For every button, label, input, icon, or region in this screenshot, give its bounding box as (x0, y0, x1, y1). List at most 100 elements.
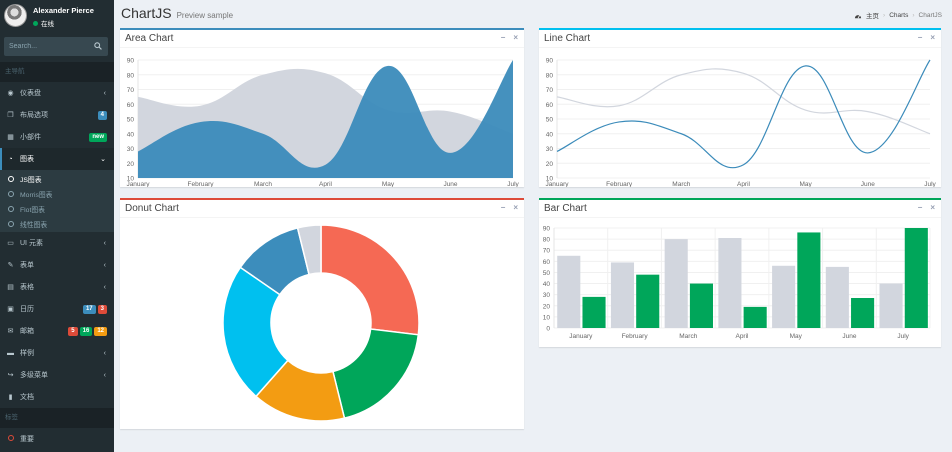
y-tick-label: 50 (543, 270, 551, 277)
sidebar-item-mailbox[interactable]: ✉ 邮箱 5 16 12 (0, 320, 114, 342)
pie-chart-icon: ◔ (8, 155, 13, 163)
x-tick-label: July (897, 333, 909, 340)
collapse-icon[interactable]: − (917, 203, 923, 212)
sidebar-item-dashboard[interactable]: ◉ 仪表盘 ‹ (0, 82, 114, 104)
y-tick-label: 90 (543, 226, 551, 233)
box-header: Area Chart − × (120, 30, 524, 48)
donut-slice (222, 266, 289, 398)
donut-slice (332, 328, 420, 420)
donut-slice (320, 224, 420, 336)
submenu-label: Flot图表 (20, 206, 45, 214)
grid-icon: ▦ (7, 134, 14, 141)
y-tick-label: 70 (127, 87, 135, 94)
sidebar-item-label: 仪表盘 (20, 90, 41, 97)
sidebar-item-examples[interactable]: ▬ 样例 ‹ (0, 342, 114, 364)
user-status-label: 在线 (41, 21, 54, 28)
submenu-item-morris[interactable]: Morris图表 (0, 186, 114, 201)
collapse-icon[interactable]: − (917, 33, 923, 42)
submenu-item-js-charts[interactable]: JS图表 (0, 171, 114, 186)
box-title: Bar Chart (544, 203, 587, 214)
dashboard-icon: ◉ (7, 90, 14, 97)
sidebar-item-docs[interactable]: ▮ 文档 (0, 386, 114, 408)
y-tick-label: 90 (546, 58, 554, 65)
submenu-item-inline[interactable]: 线性图表 (0, 216, 114, 231)
online-status-icon (33, 20, 38, 26)
bar (904, 228, 928, 328)
layout-count-badge: 4 (97, 110, 107, 120)
y-tick-label: 40 (546, 131, 554, 138)
mailbox-badge-yellow: 12 (94, 326, 107, 336)
y-tick-label: 50 (127, 117, 135, 124)
search-input[interactable] (4, 37, 88, 56)
nav-header-labels: 标签 (0, 408, 114, 428)
bar (797, 232, 821, 328)
box-title: Line Chart (544, 33, 591, 44)
page-title: ChartJS Preview sample (121, 5, 233, 21)
x-tick-label: April (737, 181, 751, 187)
chevron-left-icon: ‹ (103, 239, 106, 247)
x-tick-label: June (842, 333, 856, 340)
sidebar-item-layout[interactable]: ❐ 布局选项 4 (0, 104, 114, 126)
sidebar-item-label: 样例 (20, 350, 34, 357)
share-icon: ↪ (7, 372, 14, 379)
bar-chart: 0 10 20 30 40 50 60 70 80 90 January February March A… (543, 226, 931, 340)
circle-icon (8, 190, 14, 197)
sidebar-item-calendar[interactable]: ▣ 日历 17 3 (0, 298, 114, 320)
circle-icon (6, 435, 15, 443)
y-tick-label: 40 (127, 131, 135, 138)
sidebar-item-label: 小部件 (20, 134, 41, 141)
sidebar-item-label: 文档 (20, 394, 34, 401)
avatar[interactable] (4, 4, 27, 27)
donut-chart-box: Donut Chart − × (120, 198, 524, 429)
area-chart: 10 20 30 40 50 60 70 80 90 January February March Ap… (126, 58, 519, 189)
bar (664, 239, 688, 328)
breadcrumb: 主页 › Charts › ChartJS (854, 10, 942, 20)
x-tick-label: February (606, 181, 633, 187)
close-icon[interactable]: × (930, 33, 935, 42)
collapse-icon[interactable]: − (500, 203, 506, 212)
circle-icon (8, 220, 14, 227)
bar (772, 265, 796, 328)
y-tick-label: 50 (546, 117, 554, 124)
page-title-text: ChartJS (121, 5, 172, 21)
line-chart: 10 20 30 40 50 60 70 80 90 January February March Ap… (545, 58, 936, 189)
close-icon[interactable]: × (513, 203, 518, 212)
line-chart-box: Line Chart − × 10 20 30 40 50 60 70 80 90 January… (539, 28, 941, 189)
breadcrumb-current: ChartJS (918, 11, 942, 19)
y-tick-label: 60 (127, 102, 135, 109)
breadcrumb-charts[interactable]: Charts (889, 11, 909, 19)
close-icon[interactable]: × (513, 33, 518, 42)
y-tick-label: 80 (546, 72, 554, 79)
y-tick-label: 80 (127, 72, 135, 79)
x-tick-label: May (790, 333, 803, 340)
x-tick-label: January (569, 333, 593, 340)
sidebar-item-forms[interactable]: ✎ 表单 ‹ (0, 254, 114, 276)
sidebar-item-important[interactable]: 重要 (0, 428, 114, 450)
sidebar-item-widgets[interactable]: ▦ 小部件 new (0, 126, 114, 148)
submenu-item-flot[interactable]: Flot图表 (0, 201, 114, 216)
user-status: 在线 (33, 18, 54, 28)
x-tick-label: March (672, 181, 690, 187)
sidebar-item-multilevel[interactable]: ↪ 多级菜单 ‹ (0, 364, 114, 386)
x-tick-label: July (924, 181, 936, 187)
donut-slice (296, 224, 322, 276)
search-icon[interactable] (94, 42, 102, 50)
series-line (556, 59, 931, 169)
folder-icon: ▬ (7, 349, 14, 357)
collapse-icon[interactable]: − (500, 33, 506, 42)
user-panel: Alexander Pierce 在线 (0, 0, 114, 33)
series-area (138, 60, 513, 178)
close-icon[interactable]: × (930, 203, 935, 212)
x-tick-label: January (126, 181, 150, 187)
sidebar-item-charts[interactable]: ◔ 图表 ⌄ (0, 148, 114, 170)
sidebar-item-label: 图表 (20, 156, 34, 163)
y-tick-label: 40 (543, 281, 551, 288)
breadcrumb-home[interactable]: 主页 (866, 13, 880, 20)
bar (689, 283, 713, 328)
x-tick-label: February (622, 333, 649, 340)
y-tick-label: 10 (543, 314, 551, 321)
sidebar-item-tables[interactable]: ▤ 表格 ‹ (0, 276, 114, 298)
sidebar-item-ui[interactable]: ▭ UI 元素 ‹ (0, 232, 114, 254)
bar (557, 255, 581, 328)
x-tick-label: March (679, 333, 697, 340)
